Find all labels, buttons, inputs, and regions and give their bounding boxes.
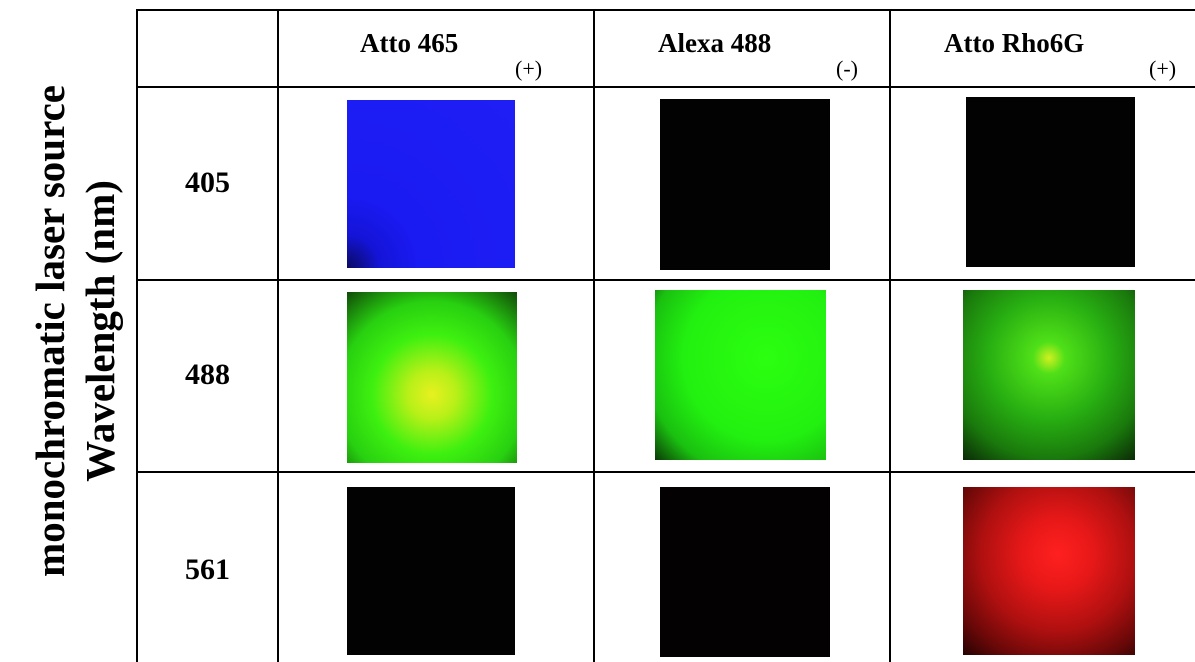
table-border — [137, 86, 1195, 88]
figure: monochromatic laser source Wavelength (n… — [0, 0, 1195, 662]
fluorescence-image — [660, 99, 830, 270]
dye-sign: (+) — [515, 56, 542, 82]
table-border — [593, 9, 595, 662]
row-label: 561 — [137, 553, 278, 587]
dye-name: Alexa 488 — [658, 28, 771, 59]
row-label: 488 — [137, 358, 278, 392]
fluorescence-image — [660, 487, 830, 657]
side-label-line: Wavelength (nm) — [75, 85, 125, 577]
table-border — [137, 9, 1195, 11]
table-border — [889, 9, 891, 662]
side-label-line: monochromatic laser source — [25, 85, 75, 577]
dye-sign: (-) — [836, 56, 858, 82]
table-border — [137, 279, 1195, 281]
fluorescence-image — [347, 100, 515, 268]
dye-name: Atto 465 — [360, 28, 458, 59]
fluorescence-image — [347, 292, 517, 463]
fluorescence-image — [347, 487, 515, 655]
fluorescence-image — [966, 97, 1135, 267]
table-border — [137, 471, 1195, 473]
dye-sign: (+) — [1149, 56, 1176, 82]
dye-name: Atto Rho6G — [944, 28, 1084, 59]
fluorescence-image — [963, 487, 1135, 655]
fluorescence-image — [655, 290, 826, 460]
fluorescence-image — [963, 290, 1135, 460]
row-label: 405 — [137, 166, 278, 200]
side-label: monochromatic laser source Wavelength (n… — [25, 85, 125, 577]
